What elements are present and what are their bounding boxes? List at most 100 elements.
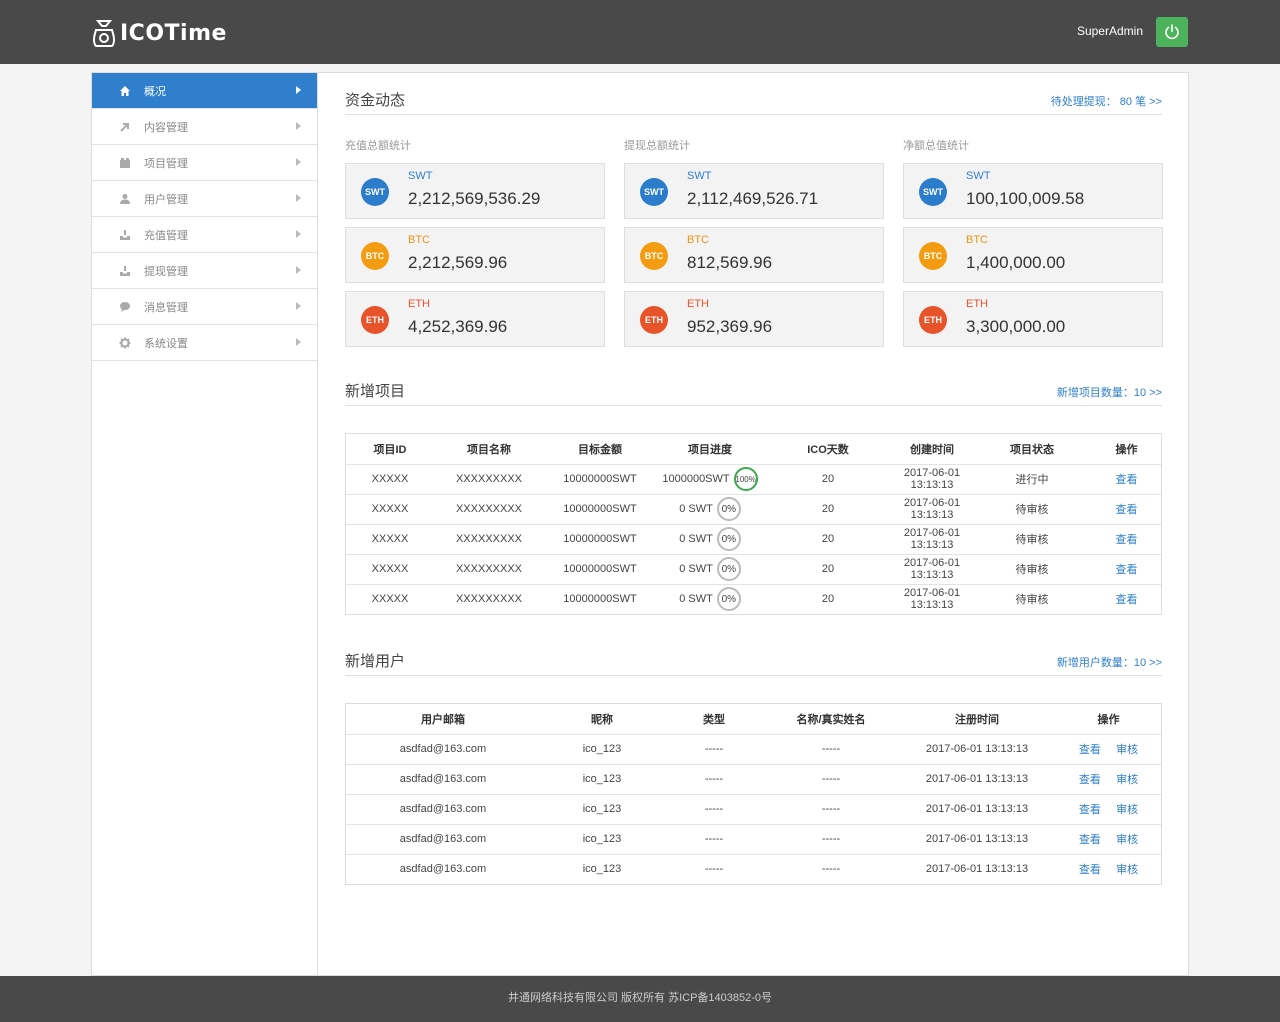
project-created: 2017-06-01 13:13:13 — [903, 587, 961, 612]
column-header: 注册时间 — [898, 704, 1056, 735]
project-id: XXXXX — [346, 554, 434, 585]
view-link[interactable]: 查看 — [1078, 804, 1101, 816]
user-email: asdfad@163.com — [346, 764, 540, 795]
table-header-row: 用户邮箱 昵称 类型 名称/真实姓名 注册时间 操作 — [346, 704, 1161, 735]
review-link[interactable]: 审核 — [1116, 774, 1139, 786]
review-link[interactable]: 审核 — [1116, 864, 1139, 877]
user-email: asdfad@163.com — [399, 863, 487, 876]
coin-name: BTC — [966, 234, 988, 246]
project-status: 待审核 — [972, 554, 1092, 585]
user-registered: 2017-06-01 13:13:13 — [898, 764, 1056, 795]
sidebar-item-content[interactable]: 内容管理 — [92, 109, 317, 145]
column-header: 项目进度 — [656, 434, 764, 465]
view-link[interactable]: 查看 — [1115, 564, 1138, 576]
review-link[interactable]: 审核 — [1116, 804, 1139, 816]
user-email: asdfad@163.com — [346, 824, 540, 855]
coin-name: BTC — [687, 234, 709, 246]
view-link[interactable]: 查看 — [1115, 534, 1138, 546]
project-status: 待审核 — [1015, 594, 1049, 607]
caret-right-icon — [296, 338, 301, 346]
project-name: XXXXXXXXX — [455, 593, 523, 606]
sidebar-item-users[interactable]: 用户管理 — [92, 181, 317, 217]
column-header: 项目ID — [346, 434, 434, 465]
logo[interactable]: ICOTime — [90, 16, 227, 50]
sidebar-item-recharge[interactable]: 充值管理 — [92, 217, 317, 253]
sidebar-item-withdraw[interactable]: 提现管理 — [92, 253, 317, 289]
column-header: 创建时间 — [892, 434, 972, 465]
column-header: 用户邮箱 — [346, 704, 540, 735]
project-days: 20 — [764, 554, 892, 585]
projects-count-link[interactable]: 新增项目数量：10 >> — [1056, 387, 1162, 399]
coin-name: SWT — [687, 170, 712, 182]
user-type: ----- — [664, 764, 764, 795]
sidebar-item-label: 充值管理 — [144, 229, 188, 242]
user-realname: ----- — [764, 764, 898, 795]
user-realname: ----- — [764, 734, 898, 765]
view-link[interactable]: 查看 — [1078, 744, 1101, 756]
sidebar-item-label: 用户管理 — [144, 193, 188, 206]
stat-card-swt: SWT SWT 100,100,009.58 — [903, 163, 1163, 219]
stat-column-title: 净额总值统计 — [903, 140, 969, 152]
caret-right-icon — [296, 122, 301, 130]
user-nickname: ico_123 — [540, 794, 664, 825]
sidebar-item-overview[interactable]: 概况 — [92, 73, 317, 109]
project-progress: 0 SWT 0% — [656, 554, 764, 585]
coin-name: ETH — [408, 298, 430, 310]
view-link[interactable]: 查看 — [1078, 834, 1101, 846]
sidebar-item-label: 概况 — [144, 85, 166, 98]
column-header: 项目状态 — [972, 434, 1092, 465]
user-email: asdfad@163.com — [346, 794, 540, 825]
review-link[interactable]: 审核 — [1116, 744, 1139, 756]
main-frame: 概况 内容管理 项目管理 用户管理 — [91, 72, 1189, 976]
project-created: 2017-06-01 13:13:13 — [892, 464, 972, 495]
user-type: ----- — [664, 794, 764, 825]
project-progress: 1000000SWT 100% — [656, 464, 764, 495]
stat-card-swt: SWT SWT 2,112,469,526.71 — [624, 163, 884, 219]
view-link[interactable]: 查看 — [1115, 474, 1138, 486]
footer-copyright: 井通网络科技有限公司 版权所有 苏ICP备1403852-0号 — [507, 992, 773, 1004]
caret-right-icon — [296, 158, 301, 166]
sidebar-item-label: 项目管理 — [144, 157, 188, 170]
table-row: asdfad@163.com ico_123 ----- ----- 2017-… — [346, 764, 1161, 795]
view-link[interactable]: 查看 — [1078, 864, 1101, 877]
user-type: ----- — [664, 824, 764, 855]
view-link[interactable]: 查看 — [1078, 774, 1101, 786]
stat-card-btc: BTC BTC 2,212,569.96 — [345, 227, 605, 283]
folder-icon — [118, 156, 132, 170]
coin-name: BTC — [408, 234, 430, 246]
user-type: ----- — [664, 734, 764, 765]
project-name: XXXXXXXXX — [434, 554, 544, 585]
swt-coin-icon: SWT — [361, 178, 389, 206]
user-registered: 2017-06-01 13:13:13 — [925, 863, 1029, 876]
project-id: XXXXX — [346, 494, 434, 525]
user-nickname: ico_123 — [540, 824, 664, 855]
pending-withdraw-link[interactable]: 待处理提现： 80 笔 >> — [1050, 96, 1162, 108]
users-title: 新增用户 — [345, 653, 406, 670]
sidebar-item-settings[interactable]: 系统设置 — [92, 325, 317, 361]
funds-stats: 充值总额统计 SWT SWT 2,212,569,536.29 BTC BTC … — [345, 115, 1163, 375]
project-created: 2017-06-01 13:13:13 — [892, 524, 972, 555]
username[interactable]: SuperAdmin — [1076, 24, 1143, 38]
review-link[interactable]: 审核 — [1116, 834, 1139, 846]
project-status: 进行中 — [972, 464, 1092, 495]
user-registered: 2017-06-01 13:13:13 — [898, 824, 1056, 855]
coin-name: SWT — [966, 170, 991, 182]
project-status: 待审核 — [972, 524, 1092, 555]
view-link[interactable]: 查看 — [1115, 594, 1138, 607]
users-count-link[interactable]: 新增用户数量：10 >> — [1056, 657, 1162, 669]
sidebar-item-projects[interactable]: 项目管理 — [92, 145, 317, 181]
view-link[interactable]: 查看 — [1115, 504, 1138, 516]
stat-card-btc: BTC BTC 1,400,000.00 — [903, 227, 1163, 283]
footer: 井通网络科技有限公司 版权所有 苏ICP备1403852-0号 — [0, 976, 1280, 1022]
coin-value: 1,400,000.00 — [966, 253, 1066, 272]
project-id: XXXXX — [371, 593, 409, 606]
stat-column-title: 充值总额统计 — [345, 140, 411, 152]
sidebar-item-messages[interactable]: 消息管理 — [92, 289, 317, 325]
coin-value: 4,252,369.96 — [408, 317, 508, 336]
logout-button[interactable] — [1156, 17, 1188, 47]
btc-coin-icon: BTC — [919, 242, 947, 270]
caret-right-icon — [296, 266, 301, 274]
coin-value: 2,212,569.96 — [408, 253, 508, 272]
project-target: 10000000SWT — [544, 494, 656, 525]
user-email: asdfad@163.com — [346, 734, 540, 765]
